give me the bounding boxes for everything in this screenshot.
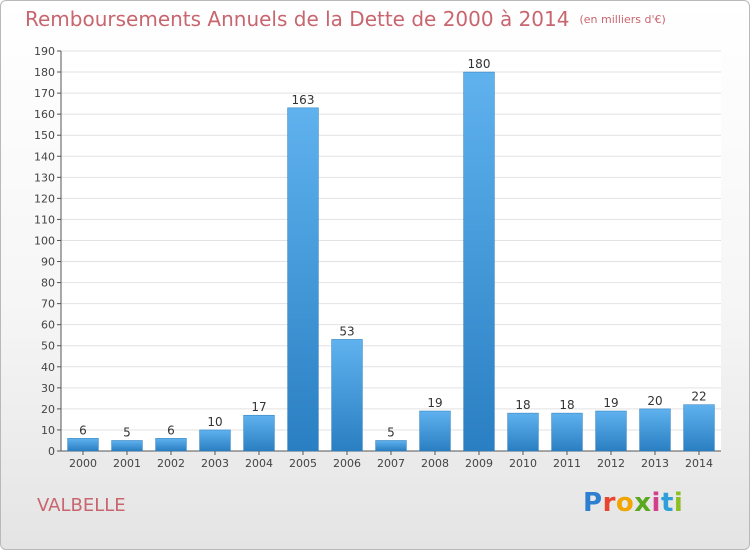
y-tick-label: 10 xyxy=(41,424,55,437)
data-label: 18 xyxy=(559,398,574,412)
bar xyxy=(595,410,627,452)
y-tick-label: 20 xyxy=(41,403,55,416)
x-tick-label: 2008 xyxy=(421,457,449,470)
logo-letter: i xyxy=(673,488,684,518)
bar xyxy=(331,339,363,452)
bar xyxy=(683,404,715,452)
data-label: 10 xyxy=(207,415,222,429)
x-tick-label: 2003 xyxy=(201,457,229,470)
y-tick-label: 190 xyxy=(34,45,55,58)
data-label: 5 xyxy=(123,425,131,439)
logo-letter: r xyxy=(602,488,616,518)
y-tick-label: 40 xyxy=(41,361,55,374)
y-tick-label: 30 xyxy=(41,382,55,395)
place-name: VALBELLE xyxy=(37,495,126,516)
bar xyxy=(243,414,275,452)
x-tick-label: 2009 xyxy=(465,457,493,470)
x-tick-label: 2006 xyxy=(333,457,361,470)
bar xyxy=(639,408,671,452)
y-tick-label: 90 xyxy=(41,256,55,269)
data-label: 53 xyxy=(339,324,354,338)
logo-letter: x xyxy=(634,488,652,518)
x-tick-label: 2010 xyxy=(509,457,537,470)
bar xyxy=(199,429,231,452)
bar xyxy=(551,412,583,452)
bar xyxy=(287,107,319,452)
data-label: 17 xyxy=(251,400,266,414)
y-tick-label: 100 xyxy=(34,234,55,247)
x-tick-label: 2013 xyxy=(641,457,669,470)
bar xyxy=(507,412,539,452)
y-tick-label: 180 xyxy=(34,66,55,79)
x-tick-label: 2004 xyxy=(245,457,273,470)
y-tick-label: 130 xyxy=(34,171,55,184)
y-tick-label: 140 xyxy=(34,150,55,163)
data-label: 19 xyxy=(427,396,442,410)
proxiti-logo: Proxiti xyxy=(583,488,683,518)
data-label: 22 xyxy=(691,390,706,404)
bar xyxy=(375,440,407,452)
y-tick-label: 120 xyxy=(34,192,55,205)
y-tick-label: 160 xyxy=(34,108,55,121)
y-tick-label: 150 xyxy=(34,129,55,142)
data-label: 5 xyxy=(387,425,395,439)
x-tick-label: 2005 xyxy=(289,457,317,470)
x-tick-label: 2000 xyxy=(69,457,97,470)
data-label: 19 xyxy=(603,396,618,410)
x-tick-label: 2001 xyxy=(113,457,141,470)
data-label: 6 xyxy=(79,423,87,437)
x-tick-label: 2007 xyxy=(377,457,405,470)
plot-area xyxy=(61,51,721,451)
y-tick-label: 50 xyxy=(41,340,55,353)
y-tick-label: 110 xyxy=(34,213,55,226)
data-label: 6 xyxy=(167,423,175,437)
data-label: 180 xyxy=(468,57,491,71)
logo-letter: i xyxy=(651,488,661,518)
data-label: 163 xyxy=(292,93,315,107)
y-tick-label: 170 xyxy=(34,87,55,100)
chart-title-text: Remboursements Annuels de la Dette de 20… xyxy=(25,7,570,31)
y-tick-label: 60 xyxy=(41,319,55,332)
x-tick-label: 2011 xyxy=(553,457,581,470)
bar xyxy=(463,71,495,452)
bar xyxy=(67,438,99,452)
x-tick-label: 2014 xyxy=(685,457,713,470)
bar xyxy=(419,410,451,452)
chart-title: Remboursements Annuels de la Dette de 20… xyxy=(25,7,666,31)
x-tick-label: 2012 xyxy=(597,457,625,470)
bar xyxy=(111,440,143,452)
logo-letter: P xyxy=(583,488,603,518)
y-tick-label: 80 xyxy=(41,277,55,290)
logo-letter: o xyxy=(615,488,635,518)
y-tick-label: 70 xyxy=(41,298,55,311)
y-tick-label: 0 xyxy=(48,445,55,458)
logo-letter: t xyxy=(660,488,674,518)
data-label: 18 xyxy=(515,398,530,412)
chart-subtitle: (en milliers d'€) xyxy=(579,13,666,26)
x-tick-label: 2002 xyxy=(157,457,185,470)
data-label: 20 xyxy=(647,394,662,408)
bar xyxy=(155,438,187,452)
